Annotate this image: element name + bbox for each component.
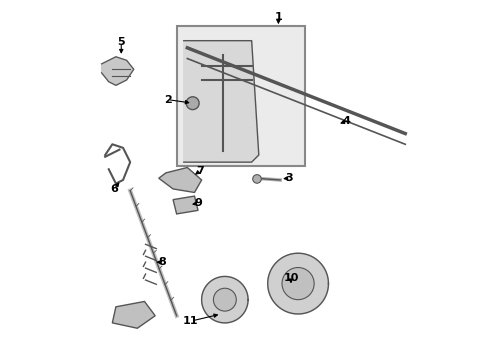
- Circle shape: [186, 97, 199, 110]
- Text: 11: 11: [183, 316, 198, 326]
- Text: 10: 10: [283, 273, 298, 283]
- Text: 4: 4: [342, 116, 349, 126]
- Text: 5: 5: [117, 37, 125, 48]
- Text: 8: 8: [158, 257, 166, 267]
- Polygon shape: [201, 276, 247, 323]
- Polygon shape: [173, 196, 198, 214]
- Text: 9: 9: [194, 198, 202, 208]
- Text: 1: 1: [274, 13, 282, 22]
- Circle shape: [213, 288, 236, 311]
- Polygon shape: [102, 57, 134, 85]
- Polygon shape: [183, 41, 258, 162]
- Polygon shape: [112, 301, 155, 328]
- Circle shape: [282, 267, 313, 300]
- Polygon shape: [267, 253, 328, 314]
- Text: 7: 7: [196, 166, 203, 176]
- Circle shape: [252, 175, 261, 183]
- Polygon shape: [159, 167, 201, 193]
- Text: 6: 6: [110, 184, 118, 194]
- Bar: [176, 26, 305, 166]
- Text: 2: 2: [163, 95, 171, 105]
- Text: 3: 3: [285, 173, 292, 183]
